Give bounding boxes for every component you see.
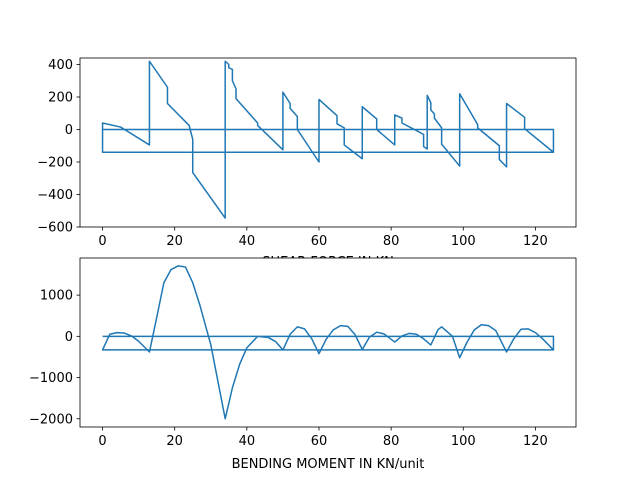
shear-force-y-tick-label: 0 [65, 123, 73, 138]
shear-force-y-tick-label: 400 [48, 58, 73, 73]
bending-moment-y-tick-label: 0 [65, 330, 73, 345]
shear-force-y-tick-label: −400 [37, 188, 73, 203]
shear-force-y-tick-label: −200 [37, 156, 73, 171]
bending-moment-x-tick-label: 120 [523, 434, 548, 449]
shear-force-x-tick-label: 60 [311, 234, 328, 249]
bending-moment-axes-frame [79, 257, 577, 428]
bending-moment-chart: BENDING MOMENT IN KN/unit 0 20 40 60 80 100 12… [29, 257, 577, 472]
shear-force-x-tick-label: 0 [98, 234, 106, 249]
bending-moment-x-axis-label: BENDING MOMENT IN KN/unit [232, 457, 425, 472]
shear-force-y-tick-label: 200 [48, 91, 73, 106]
bending-moment-y-tick-label: 1000 [40, 289, 73, 304]
bending-moment-x-tick-label: 20 [166, 434, 183, 449]
bending-moment-x-tick-label: 100 [451, 434, 476, 449]
bending-moment-x-tick-label: 40 [239, 434, 256, 449]
bending-moment-x-tick-label: 60 [311, 434, 328, 449]
shear-force-x-tick-label: 120 [523, 234, 548, 249]
bending-moment-x-tick-label: 80 [383, 434, 400, 449]
bending-moment-y-tick-label: −1000 [29, 371, 73, 386]
bending-moment-series-line [101, 265, 555, 420]
bending-moment-x-tick-label: 0 [98, 434, 106, 449]
shear-force-x-tick-label: 20 [166, 234, 183, 249]
shear-force-x-tick-label: 40 [239, 234, 256, 249]
bending-moment-y-tick-label: −2000 [29, 412, 73, 427]
shear-force-series-line [101, 60, 555, 219]
shear-force-x-tick-label: 100 [451, 234, 476, 249]
shear-force-x-tick-label: 80 [383, 234, 400, 249]
shear-force-y-tick-label: −600 [37, 221, 73, 236]
shear-force-axes-frame [79, 57, 577, 228]
